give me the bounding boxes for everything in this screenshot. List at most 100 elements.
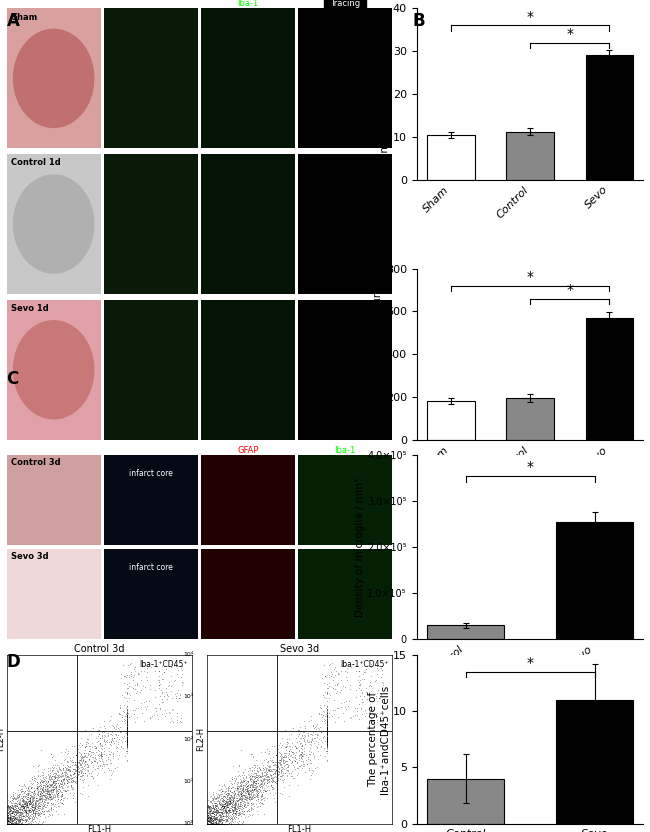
Point bbox=[252, 789, 263, 802]
Point bbox=[245, 789, 255, 802]
Point bbox=[267, 755, 278, 769]
Point bbox=[122, 727, 132, 740]
Point bbox=[215, 802, 226, 815]
Point bbox=[259, 783, 269, 796]
Point bbox=[267, 771, 278, 785]
Point bbox=[300, 737, 310, 750]
Point bbox=[122, 731, 132, 745]
Point bbox=[11, 816, 21, 830]
Point bbox=[248, 767, 259, 780]
Point bbox=[236, 744, 246, 757]
Point bbox=[103, 761, 114, 775]
Point bbox=[128, 671, 138, 684]
Point bbox=[216, 783, 227, 796]
Point bbox=[42, 780, 53, 793]
Point bbox=[376, 660, 387, 673]
Point bbox=[259, 776, 269, 790]
Point bbox=[14, 817, 24, 830]
Point bbox=[322, 712, 332, 726]
Point bbox=[122, 720, 132, 733]
Point bbox=[214, 787, 225, 800]
Point bbox=[37, 768, 47, 781]
Point bbox=[214, 808, 225, 821]
Point bbox=[42, 777, 52, 790]
Point bbox=[235, 786, 246, 800]
Point bbox=[203, 812, 214, 825]
Point bbox=[5, 817, 15, 830]
Point bbox=[13, 817, 23, 830]
Point bbox=[212, 817, 222, 830]
Point bbox=[227, 801, 238, 815]
Point bbox=[298, 730, 308, 744]
Point bbox=[220, 812, 231, 825]
Point bbox=[12, 817, 23, 830]
Point bbox=[17, 813, 27, 826]
Point bbox=[18, 800, 28, 813]
Point bbox=[18, 813, 29, 826]
Point bbox=[5, 817, 16, 830]
Point bbox=[11, 817, 21, 830]
Point bbox=[276, 757, 286, 770]
Point bbox=[14, 808, 24, 821]
Point bbox=[9, 817, 20, 830]
Point bbox=[288, 745, 298, 759]
Point bbox=[214, 805, 224, 819]
Point bbox=[43, 774, 53, 787]
Point bbox=[154, 664, 164, 677]
Point bbox=[130, 664, 140, 677]
Point bbox=[245, 768, 255, 781]
Point bbox=[46, 790, 57, 803]
Point bbox=[15, 797, 25, 810]
Point bbox=[224, 793, 234, 806]
Point bbox=[57, 796, 67, 810]
Point bbox=[77, 750, 87, 763]
Point bbox=[220, 810, 231, 824]
Title: Iba-1/GFAP/DAPI: Iba-1/GFAP/DAPI bbox=[116, 446, 185, 455]
Point bbox=[81, 740, 91, 753]
Point bbox=[214, 817, 224, 830]
Point bbox=[283, 747, 294, 760]
Point bbox=[326, 666, 337, 679]
Point bbox=[129, 662, 139, 676]
Point bbox=[13, 789, 23, 802]
Point bbox=[239, 785, 250, 799]
Point bbox=[233, 769, 244, 782]
Point bbox=[14, 784, 25, 797]
Point bbox=[34, 817, 44, 830]
Point bbox=[235, 785, 246, 798]
Point bbox=[21, 791, 31, 805]
Point bbox=[75, 758, 85, 771]
Point bbox=[206, 811, 216, 825]
Point bbox=[216, 805, 227, 818]
Point bbox=[9, 807, 20, 820]
Point bbox=[266, 780, 277, 794]
Point bbox=[18, 790, 29, 803]
Point bbox=[225, 788, 235, 801]
Point bbox=[78, 750, 88, 763]
Point bbox=[47, 776, 58, 790]
Point bbox=[322, 732, 332, 745]
Point bbox=[209, 810, 219, 823]
Point bbox=[57, 790, 67, 803]
Point bbox=[43, 775, 53, 789]
Point bbox=[38, 815, 48, 828]
Point bbox=[228, 807, 239, 820]
Point bbox=[295, 720, 306, 733]
Point bbox=[6, 813, 16, 826]
Point bbox=[206, 803, 216, 816]
Point bbox=[21, 805, 31, 819]
Point bbox=[315, 701, 326, 715]
Point bbox=[23, 785, 33, 798]
Point bbox=[355, 689, 365, 702]
Point bbox=[278, 752, 288, 765]
Point bbox=[40, 780, 50, 793]
Point bbox=[9, 791, 20, 805]
Point bbox=[248, 775, 259, 788]
Point bbox=[203, 812, 214, 825]
Point bbox=[249, 782, 259, 795]
Point bbox=[12, 817, 22, 830]
Point bbox=[300, 753, 311, 766]
Point bbox=[5, 817, 15, 830]
Point bbox=[161, 681, 172, 694]
Point bbox=[215, 817, 226, 830]
